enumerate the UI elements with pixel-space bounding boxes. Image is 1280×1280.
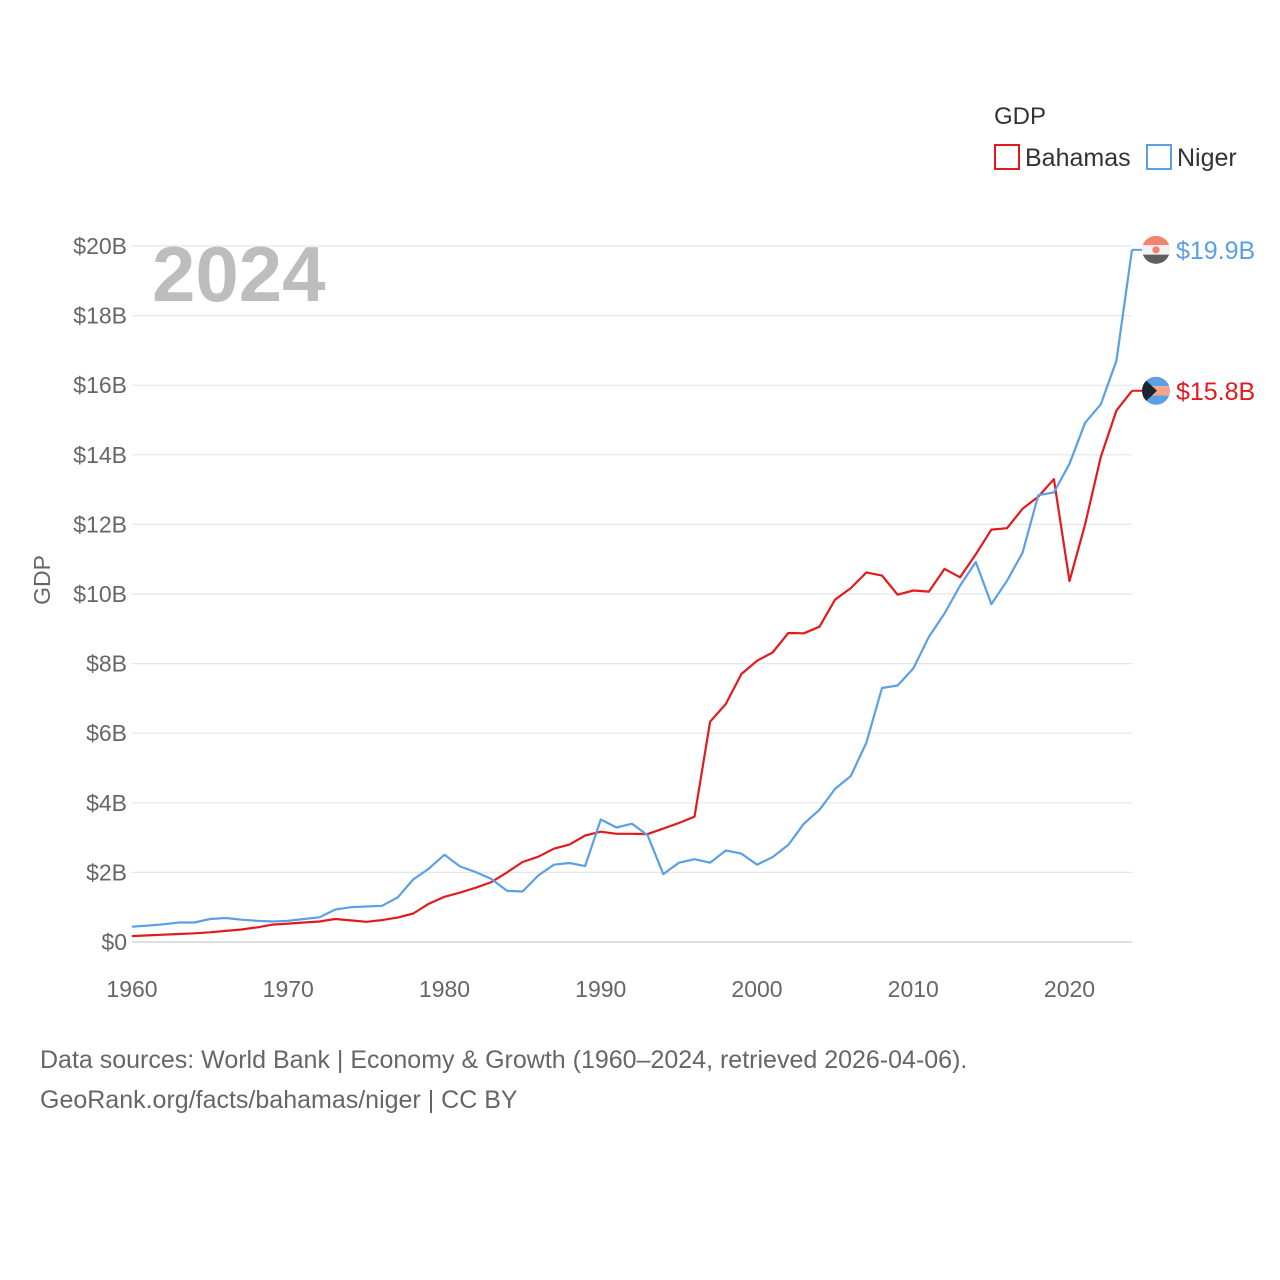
series-line-bahamas[interactable] (131, 390, 1133, 938)
data-source-note: Data sources: World Bank | Economy & Gro… (40, 1040, 1240, 1120)
end-value-label-niger: $19.9B (1176, 237, 1255, 265)
series-lines (131, 249, 1134, 938)
legend-label-niger: Niger (1177, 144, 1237, 172)
y-tick-label: $0 (101, 929, 127, 955)
y-axis-label: GDP (29, 555, 55, 605)
series-line-niger[interactable] (131, 249, 1134, 928)
y-tick-label: $8B (86, 651, 127, 677)
x-tick-label: 2020 (1044, 976, 1095, 1002)
x-tick-label: 1960 (106, 976, 157, 1002)
y-tick-label: $4B (86, 790, 127, 816)
y-tick-label: $20B (73, 233, 127, 259)
x-tick-label: 1980 (419, 976, 470, 1002)
source-line-1: Data sources: World Bank | Economy & Gro… (40, 1046, 968, 1074)
x-tick-label: 2000 (731, 976, 782, 1002)
niger-flag-icon (1142, 235, 1170, 264)
grid-lines (132, 245, 1132, 943)
y-tick-label: $6B (86, 720, 127, 746)
y-tick-label: $16B (73, 372, 127, 398)
legend: GDP Bahamas Niger (994, 103, 1237, 172)
source-line-2[interactable]: GeoRank.org/facts/bahamas/niger | CC BY (40, 1086, 518, 1114)
legend-item-niger[interactable]: Niger (1146, 144, 1237, 172)
end-markers: $15.8B $19.9B (1132, 235, 1255, 406)
y-tick-label: $14B (73, 442, 127, 468)
y-tick-label: $18B (73, 303, 127, 329)
y-tick-label: $12B (73, 511, 127, 537)
legend-swatch-niger (1146, 144, 1172, 170)
legend-label-bahamas: Bahamas (1025, 144, 1131, 172)
y-axis-tick-labels: $0 $2B $4B $6B $8B $10B $12B $14B $16B $18B $20B (73, 233, 127, 955)
x-axis-tick-labels: 1960 1970 1980 1990 2000 2010 2020 (106, 976, 1095, 1002)
y-tick-label: $10B (73, 581, 127, 607)
y-tick-label: $2B (86, 859, 127, 885)
legend-title: GDP (994, 103, 1046, 130)
legend-swatch-bahamas (994, 144, 1020, 170)
x-tick-label: 2010 (888, 976, 939, 1002)
legend-item-bahamas[interactable]: Bahamas (994, 144, 1131, 172)
bahamas-flag-icon (1142, 376, 1170, 405)
year-watermark: 2024 (152, 230, 326, 318)
end-value-label-bahamas: $15.8B (1176, 378, 1255, 406)
x-tick-label: 1970 (263, 976, 314, 1002)
x-tick-label: 1990 (575, 976, 626, 1002)
